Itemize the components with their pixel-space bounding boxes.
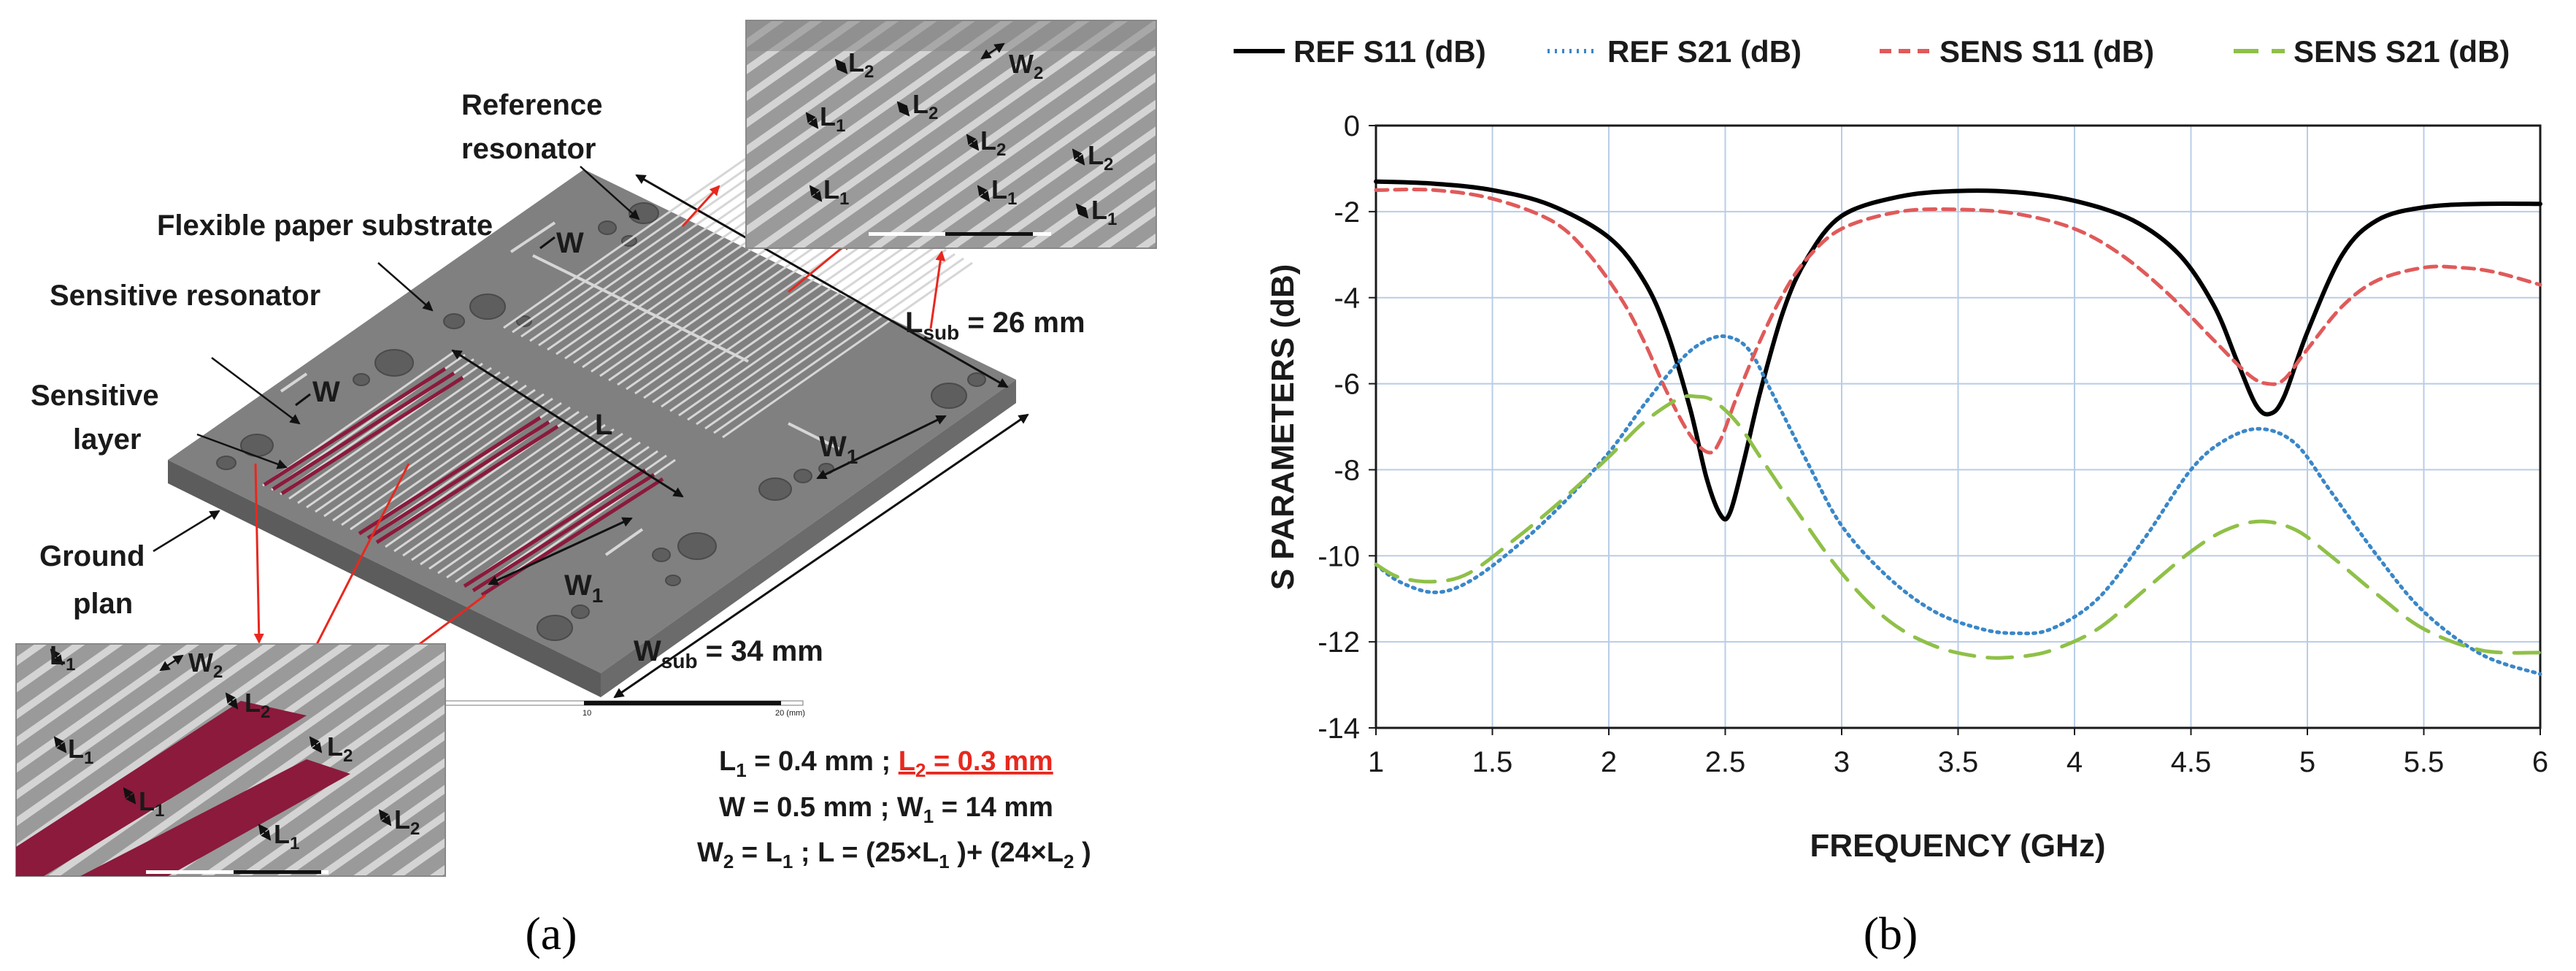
svg-text:W2: W2 — [188, 648, 223, 682]
svg-text:L2: L2 — [980, 126, 1006, 160]
param-line-1: L1 = 0.4 mm ; L2 = 0.3 mm — [719, 746, 1053, 781]
y-tick-label: -4 — [1334, 283, 1360, 315]
series-line-4 — [1374, 394, 2542, 660]
label-W1-sens: W1 — [564, 569, 603, 607]
label-sensitive-resonator: Sensitive resonator — [50, 280, 320, 312]
label-L: L — [595, 409, 612, 441]
series-line-1 — [1374, 179, 2542, 522]
x-tick-label: 1.5 — [1472, 746, 1513, 778]
label-ground-plan-1: Ground — [39, 540, 145, 572]
svg-text:L1: L1 — [139, 786, 164, 821]
param-line-3: W2 = L1 ; L = (25×L1 )+ (24×L2 ) — [697, 837, 1091, 872]
svg-text:L2: L2 — [848, 47, 874, 82]
svg-text:L1: L1 — [820, 101, 845, 136]
label-Lsub: Lsub = 26 mm — [905, 307, 1085, 344]
svg-text:W2: W2 — [1009, 49, 1043, 83]
panel-a: 10 20 (mm) L2 L1 L2 — [15, 20, 1157, 959]
label-sensitive-layer-2: layer — [73, 423, 141, 456]
svg-text:L2: L2 — [394, 805, 420, 839]
svg-text:L1: L1 — [50, 640, 75, 675]
svg-text:L2: L2 — [1088, 140, 1113, 174]
svg-text:L1: L1 — [68, 734, 93, 768]
x-tick-label: 6 — [2532, 746, 2548, 778]
x-axis-label: FREQUENCY (GHz) — [1810, 828, 2106, 864]
y-tick-label: -2 — [1334, 196, 1360, 229]
caption-b: (b) — [1864, 907, 1918, 959]
y-tick-label: -14 — [1318, 713, 1360, 745]
chart-legend: REF S11 (dB) REF S21 (dB) SENS S11 (dB) SEN… — [1234, 34, 2510, 69]
svg-text:L1: L1 — [274, 819, 299, 853]
x-tick-label: 5 — [2299, 746, 2315, 778]
label-Wsub: Wsub = 34 mm — [634, 635, 823, 672]
x-tick-label: 3.5 — [1938, 746, 1979, 778]
label-W-ref: W — [556, 227, 584, 259]
svg-text:L1: L1 — [991, 174, 1017, 209]
label-reference-resonator-1: Reference — [461, 89, 602, 121]
scale-label-20: 20 (mm) — [775, 709, 805, 718]
label-W1-ref: W1 — [819, 431, 858, 468]
panel-b: 1 1.5 2 2.5 3 3.5 4 4.5 5 5.5 60-2-4-6-8-10-12-14 … — [1234, 34, 2548, 959]
legend-label-3: SENS S11 (dB) — [1939, 34, 2154, 69]
label-ground-plan-2: plan — [73, 588, 133, 620]
y-axis-label: S PARAMETERS (dB) — [1265, 264, 1301, 591]
x-tick-label: 4 — [2066, 746, 2083, 778]
x-tick-label: 2.5 — [1705, 746, 1746, 778]
svg-text:L2: L2 — [245, 688, 270, 722]
scale-bar: 10 20 (mm) — [437, 700, 805, 718]
caption-a: (a) — [525, 907, 577, 959]
y-tick-label: 0 — [1344, 110, 1360, 142]
scale-label-10: 10 — [583, 709, 591, 718]
svg-text:L2: L2 — [912, 89, 938, 123]
x-tick-label: 3 — [1834, 746, 1850, 778]
inset-reference-zoom: L2 L1 L2 L1 L2 L1 L2 L1 W2 — [745, 20, 1157, 249]
x-tick-label: 4.5 — [2171, 746, 2212, 778]
x-tick-label: 1 — [1368, 746, 1384, 778]
svg-text:L2: L2 — [327, 732, 353, 766]
chart-series — [1374, 179, 2542, 676]
svg-text:L1: L1 — [1091, 195, 1117, 229]
inset-sensitive-zoom: L1 L1 L1 L2 L2 L1 L2 W2 — [15, 640, 446, 877]
callout-pointers — [153, 166, 640, 553]
label-sensitive-layer-1: Sensitive — [31, 380, 159, 412]
series-line-2 — [1374, 334, 2542, 676]
legend-label-2: REF S21 (dB) — [1607, 34, 1802, 69]
x-tick-label: 2 — [1601, 746, 1617, 778]
svg-text:L1: L1 — [823, 174, 849, 209]
x-tick-label: 5.5 — [2404, 746, 2445, 778]
label-reference-resonator-2: resonator — [461, 133, 596, 165]
label-W-sens: W — [312, 376, 340, 408]
y-tick-label: -10 — [1318, 540, 1360, 572]
y-tick-label: -6 — [1334, 369, 1360, 401]
param-line-2: W = 0.5 mm ; W1 = 14 mm — [719, 792, 1053, 827]
chart-ticks: 1 1.5 2 2.5 3 3.5 4 4.5 5 5.5 6 0 -2 -4 -6 -8 -10 -12 -14 — [1318, 110, 2548, 778]
label-flexible-substrate: Flexible paper substrate — [157, 210, 493, 242]
legend-label-4: SENS S21 (dB) — [2294, 34, 2510, 69]
parameter-list: L1 = 0.4 mm ; L2 = 0.3 mm W = 0.5 mm ; W… — [697, 746, 1091, 872]
series-line-3 — [1374, 188, 2542, 455]
y-tick-label: -8 — [1334, 454, 1360, 486]
legend-label-1: REF S11 (dB) — [1293, 34, 1486, 69]
y-tick-label: -12 — [1318, 626, 1360, 659]
